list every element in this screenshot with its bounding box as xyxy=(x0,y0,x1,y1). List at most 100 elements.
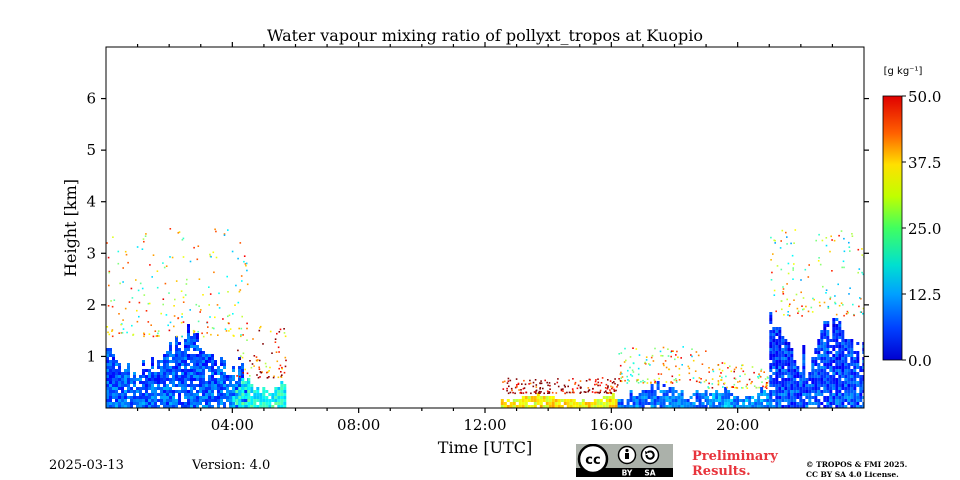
data-cell xyxy=(163,390,166,393)
data-cell xyxy=(118,384,121,387)
data-cell xyxy=(820,366,824,369)
data-speck xyxy=(245,264,247,267)
data-cell xyxy=(184,342,187,345)
data-cell xyxy=(202,378,205,381)
data-cell xyxy=(262,390,266,393)
data-cell xyxy=(205,381,208,384)
data-speck xyxy=(862,307,864,310)
data-cell xyxy=(781,375,785,378)
data-cell xyxy=(133,381,136,384)
data-cell xyxy=(811,357,815,360)
data-cell xyxy=(581,405,585,408)
data-cell xyxy=(617,405,621,408)
data-cell xyxy=(557,399,561,402)
data-cell xyxy=(838,402,842,405)
data-cell xyxy=(814,360,818,363)
footer-version: Version: 4.0 xyxy=(192,458,271,473)
data-cell xyxy=(832,345,836,348)
data-cell xyxy=(178,357,181,360)
data-cell xyxy=(178,390,181,393)
data-cell xyxy=(686,399,690,402)
data-cell xyxy=(739,405,743,408)
data-cell xyxy=(193,345,196,348)
data-cell xyxy=(274,399,278,402)
data-speck xyxy=(521,383,523,385)
data-cell xyxy=(169,396,172,399)
data-cell xyxy=(220,384,223,387)
data-cell xyxy=(799,378,803,381)
data-cell xyxy=(106,363,109,366)
data-cell xyxy=(721,405,725,408)
data-cell xyxy=(154,378,157,381)
data-cell xyxy=(145,390,148,393)
data-cell xyxy=(199,354,202,357)
data-speck xyxy=(548,391,551,393)
data-cell xyxy=(193,339,196,342)
data-cell xyxy=(163,375,166,378)
data-cell xyxy=(229,378,232,381)
data-speck xyxy=(283,328,285,330)
data-cell xyxy=(106,369,109,372)
data-speck xyxy=(530,392,532,395)
data-cell xyxy=(127,402,130,405)
data-cell xyxy=(566,399,570,402)
data-speck xyxy=(654,380,656,383)
data-cell xyxy=(277,390,281,393)
data-cell xyxy=(745,399,749,402)
data-cell xyxy=(835,357,839,360)
data-speck xyxy=(608,392,610,394)
data-cell xyxy=(154,381,157,384)
data-cell xyxy=(859,366,863,369)
data-cell xyxy=(193,342,196,345)
data-cell xyxy=(835,342,839,345)
data-cell xyxy=(184,402,187,405)
data-cell xyxy=(802,399,806,402)
data-cell xyxy=(187,342,190,345)
data-cell xyxy=(142,381,145,384)
data-cell xyxy=(136,387,139,390)
data-cell xyxy=(796,390,800,393)
data-cell xyxy=(160,372,163,375)
data-cell xyxy=(175,360,178,363)
data-cell xyxy=(790,396,794,399)
data-cell xyxy=(611,393,615,396)
data-speck xyxy=(130,287,133,290)
data-cell xyxy=(817,366,821,369)
data-cell xyxy=(650,384,654,387)
data-speck xyxy=(243,255,246,257)
data-cell xyxy=(802,348,806,351)
data-cell xyxy=(820,336,824,339)
data-cell xyxy=(109,354,112,357)
data-speck xyxy=(705,350,707,352)
data-cell xyxy=(772,378,776,381)
data-speck xyxy=(621,376,624,378)
data-speck xyxy=(555,392,558,394)
data-speck xyxy=(278,331,281,333)
data-cell xyxy=(166,366,169,369)
data-cell xyxy=(121,396,124,399)
data-cell xyxy=(554,405,558,408)
data-cell xyxy=(238,369,241,372)
data-cell xyxy=(715,396,719,399)
data-cell xyxy=(823,345,827,348)
data-cell xyxy=(638,402,642,405)
data-cell xyxy=(769,375,773,378)
data-cell xyxy=(826,363,830,366)
data-speck xyxy=(171,256,174,259)
data-cell xyxy=(223,363,226,366)
data-speck xyxy=(237,257,239,260)
data-cell xyxy=(533,396,537,399)
data-speck xyxy=(766,382,769,384)
data-cell xyxy=(175,366,178,369)
data-cell xyxy=(802,357,806,360)
data-cell xyxy=(835,327,839,330)
data-cell xyxy=(163,357,166,360)
data-speck xyxy=(862,312,864,315)
data-speck xyxy=(618,353,620,355)
data-speck xyxy=(618,378,620,380)
data-cell xyxy=(548,399,552,402)
data-speck xyxy=(711,383,714,385)
data-cell xyxy=(235,399,239,402)
data-cell xyxy=(590,402,594,405)
data-cell xyxy=(187,384,190,387)
